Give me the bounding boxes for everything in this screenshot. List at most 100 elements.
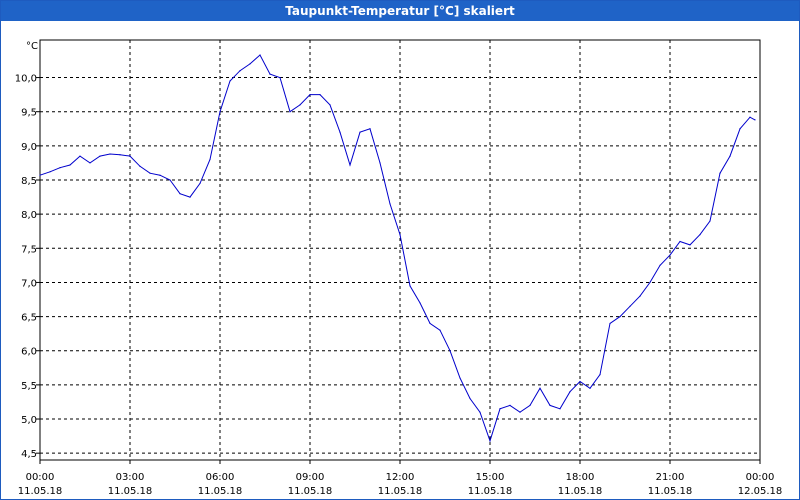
data-point xyxy=(754,119,756,121)
data-point xyxy=(119,154,121,156)
x-tick-time: 21:00 xyxy=(656,472,685,483)
x-tick-date: 11.05.18 xyxy=(648,486,693,497)
data-point xyxy=(219,111,221,113)
data-point xyxy=(149,172,151,174)
x-axis-ticks: 00:00 11.05.18 03:00 11.05.18 06:00 11.05.18 0… xyxy=(18,460,783,497)
data-point xyxy=(519,411,521,413)
y-axis-ticks: 10,0 9,5 9,0 8,5 8,0 7,5 7,0 6,5 6,0 5,5 5,0 4,5 xyxy=(15,74,40,460)
data-point xyxy=(39,174,41,176)
data-point xyxy=(369,128,371,130)
data-point xyxy=(659,264,661,266)
y-tick-label: 9,0 xyxy=(21,142,37,153)
y-tick-label: 8,5 xyxy=(21,176,37,187)
data-point xyxy=(489,440,491,442)
data-point xyxy=(389,203,391,205)
data-points xyxy=(39,54,756,442)
y-tick-label: 5,0 xyxy=(21,415,37,426)
data-point xyxy=(189,196,191,198)
data-point xyxy=(669,254,671,256)
data-point xyxy=(729,155,731,157)
data-point xyxy=(469,397,471,400)
x-tick-time: 18:00 xyxy=(566,472,595,483)
y-tick-label: 5,5 xyxy=(21,381,37,392)
y-tick-label: 9,5 xyxy=(21,108,37,119)
grid xyxy=(40,40,760,460)
data-point xyxy=(269,73,271,75)
x-tick-date: 11.05.18 xyxy=(558,486,603,497)
data-point xyxy=(429,322,431,325)
data-point xyxy=(479,411,481,413)
x-tick-date: 12.05.18 xyxy=(738,486,783,497)
x-tick-time: 15:00 xyxy=(476,472,505,483)
y-tick-label: 7,5 xyxy=(21,244,37,255)
data-point xyxy=(279,76,281,79)
data-point xyxy=(229,80,231,82)
y-tick-label: 6,0 xyxy=(21,347,37,358)
data-point xyxy=(609,322,611,325)
data-point xyxy=(689,244,691,246)
data-point xyxy=(349,164,351,166)
data-point xyxy=(179,193,181,195)
data-point xyxy=(79,155,81,157)
data-point xyxy=(739,128,741,130)
data-point xyxy=(629,305,631,307)
data-point xyxy=(649,281,651,284)
data-point xyxy=(569,391,571,393)
window-title: Taupunkt-Temperatur [°C] skaliert xyxy=(1,1,799,21)
data-point xyxy=(679,240,681,243)
data-point xyxy=(89,162,91,164)
data-point xyxy=(339,131,341,133)
data-point xyxy=(309,94,311,96)
data-point xyxy=(379,162,381,164)
data-point xyxy=(399,234,401,236)
y-tick-label: 10,0 xyxy=(15,74,37,85)
data-point xyxy=(439,329,441,331)
y-tick-label: 7,0 xyxy=(21,278,37,289)
data-point xyxy=(329,104,331,106)
x-tick-time: 00:00 xyxy=(26,472,55,483)
data-point xyxy=(699,234,701,236)
data-point xyxy=(459,377,461,379)
x-tick-date: 11.05.18 xyxy=(18,486,63,497)
data-point xyxy=(199,182,201,185)
x-tick-date: 11.05.18 xyxy=(288,486,333,497)
data-point xyxy=(289,111,291,113)
data-point xyxy=(129,155,131,157)
x-tick-time: 03:00 xyxy=(116,472,145,483)
data-point xyxy=(509,404,511,406)
data-point xyxy=(409,285,411,287)
data-point xyxy=(99,155,101,157)
x-tick-date: 11.05.18 xyxy=(468,486,513,497)
data-point xyxy=(559,408,561,410)
data-point xyxy=(539,387,541,389)
data-point xyxy=(49,171,51,173)
x-tick-time: 00:00 xyxy=(746,472,775,483)
x-tick-date: 11.05.18 xyxy=(378,486,423,497)
data-point xyxy=(169,179,171,181)
x-tick-time: 09:00 xyxy=(296,472,325,483)
data-point xyxy=(549,404,551,406)
data-point xyxy=(239,70,241,72)
x-tick-time: 06:00 xyxy=(206,472,235,483)
data-point xyxy=(299,104,301,106)
data-point xyxy=(709,220,711,222)
y-axis-unit-label: °C xyxy=(26,41,38,52)
data-point xyxy=(449,350,451,352)
data-point xyxy=(359,131,361,133)
x-tick-date: 11.05.18 xyxy=(108,486,153,497)
x-tick-time: 12:00 xyxy=(386,472,415,483)
data-point xyxy=(719,172,721,174)
data-point xyxy=(259,54,261,56)
data-point xyxy=(209,158,211,161)
data-point xyxy=(249,63,251,65)
y-tick-label: 6,5 xyxy=(21,313,37,324)
data-point xyxy=(139,165,141,167)
data-point xyxy=(159,174,161,176)
y-tick-label: 8,0 xyxy=(21,210,37,221)
data-point xyxy=(529,404,531,406)
data-point xyxy=(59,167,61,169)
data-point xyxy=(589,387,591,389)
data-point xyxy=(109,153,111,155)
data-point xyxy=(69,164,71,166)
